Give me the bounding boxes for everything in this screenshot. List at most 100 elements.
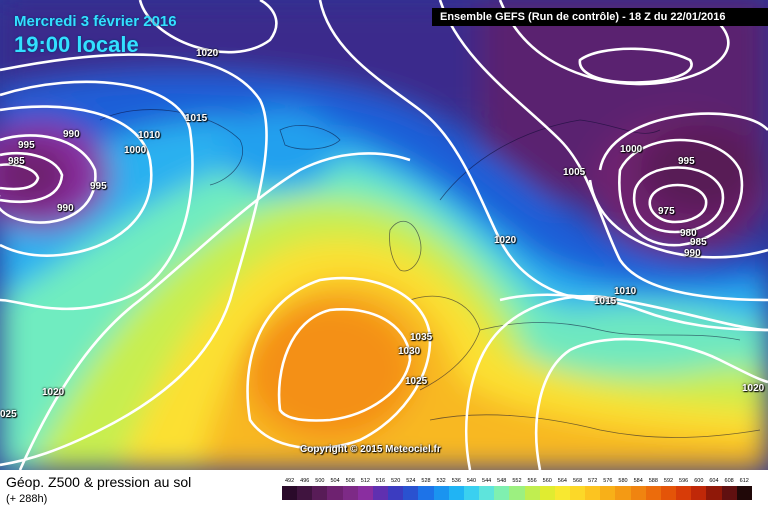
legend-swatch	[736, 486, 752, 500]
copyright-notice: Copyright © 2015 Meteociel.fr	[300, 444, 441, 455]
run-info: Ensemble GEFS (Run de contrôle) - 18 Z d…	[432, 8, 768, 26]
legend-value: 500	[315, 478, 325, 484]
legend-value: 576	[603, 478, 613, 484]
isobar-label: 980	[680, 228, 697, 239]
legend-swatch	[539, 486, 555, 500]
legend-value: 536	[451, 478, 461, 484]
isobar-label: 1020	[494, 235, 517, 246]
legend-value: 544	[482, 478, 492, 484]
isobar-label: 1015	[185, 113, 208, 124]
legend-value: 492	[284, 478, 295, 484]
legend-swatch	[585, 486, 601, 500]
legend-value: 548	[497, 478, 507, 484]
map-footer: Géop. Z500 & pression au sol (+ 288h) 49…	[0, 470, 768, 512]
legend-swatch	[600, 486, 616, 500]
legend-swatch	[418, 486, 434, 500]
legend-labels: 492 496 500 504 508 512 516 520 524 528 532 536 540 5…	[282, 478, 752, 485]
legend-value: 540	[466, 478, 477, 484]
legend-value: 512	[360, 478, 370, 484]
legend-value: 600	[694, 478, 704, 484]
legend-value: 508	[345, 478, 355, 484]
legend-value: 496	[300, 478, 310, 484]
isobar-label: 1000	[124, 145, 147, 156]
isobar-label: 1000	[620, 144, 643, 155]
legend-swatch	[463, 486, 480, 500]
legend-value: 588	[648, 478, 658, 484]
isobar-label: 1025	[405, 376, 428, 387]
legend-swatch	[433, 486, 449, 500]
isobar-label: 995	[18, 140, 35, 151]
legend-swatch	[357, 486, 373, 500]
legend-value: 584	[633, 478, 643, 484]
legend-swatch	[388, 486, 404, 500]
legend-swatch	[448, 486, 464, 500]
isobar-label: 995	[90, 181, 107, 192]
weather-map: Mercredi 3 février 2016 19:00 locale Ens…	[0, 0, 768, 470]
map-title: Géop. Z500 & pression au sol	[6, 474, 192, 490]
legend-value: 556	[527, 478, 537, 484]
geopotential-field	[0, 0, 768, 470]
legend-value: 592	[663, 478, 674, 484]
isobar-label: 1020	[196, 48, 219, 59]
legend-swatch	[615, 486, 631, 500]
legend-value: 560	[542, 478, 552, 484]
isobar-label: 1020	[742, 383, 765, 394]
legend-value: 504	[330, 478, 340, 484]
isobar-label: 025	[0, 409, 17, 420]
isobar-label: 1020	[42, 387, 65, 398]
isobar-label: 1010	[138, 130, 161, 141]
legend-value: 580	[618, 478, 628, 484]
legend-swatch	[676, 486, 692, 500]
legend-swatch	[645, 486, 661, 500]
isobar-label: 1030	[398, 346, 421, 357]
legend-value: 604	[709, 478, 719, 484]
legend-swatch	[721, 486, 737, 500]
legend-swatch	[524, 486, 540, 500]
legend-swatch	[630, 486, 646, 500]
forecast-lead-time: (+ 288h)	[6, 493, 48, 505]
legend-swatch	[372, 486, 389, 500]
legend-swatch	[479, 486, 495, 500]
legend-value: 516	[375, 478, 386, 484]
legend-value: 608	[724, 478, 734, 484]
legend-swatch	[554, 486, 570, 500]
legend-swatch	[342, 486, 358, 500]
legend-swatch	[706, 486, 722, 500]
forecast-time: 19:00 locale	[14, 32, 139, 57]
isobar-label: 985	[8, 156, 25, 167]
legend-value: 520	[391, 478, 401, 484]
legend-swatch	[660, 486, 677, 500]
legend-value: 524	[406, 478, 416, 484]
legend-swatch	[327, 486, 343, 500]
legend-value: 532	[436, 478, 446, 484]
isobar-label: 1005	[563, 167, 586, 178]
legend-swatch	[312, 486, 328, 500]
legend-value: 612	[739, 478, 749, 484]
legend-swatch	[282, 486, 298, 500]
isobar-label: 985	[690, 237, 707, 248]
legend-swatch	[403, 486, 419, 500]
isobars	[0, 0, 768, 470]
legend-value: 552	[512, 478, 522, 484]
legend-value: 528	[421, 478, 431, 484]
color-legend: 492 496 500 504 508 512 516 520 524 528 532 536 540 5…	[282, 478, 752, 500]
isobar-label: 975	[658, 206, 675, 217]
isobar-label: 1035	[410, 332, 433, 343]
legend-swatch	[509, 486, 525, 500]
isobar-label: 990	[684, 248, 701, 259]
isobar-label: 1015	[594, 296, 617, 307]
legend-value: 568	[572, 478, 583, 484]
legend-value: 564	[557, 478, 567, 484]
legend-color-bar	[282, 486, 752, 500]
legend-swatch	[494, 486, 510, 500]
forecast-date: Mercredi 3 février 2016	[14, 13, 177, 30]
legend-value: 596	[679, 478, 689, 484]
legend-swatch	[297, 486, 313, 500]
legend-swatch	[569, 486, 586, 500]
isobar-label: 990	[57, 203, 74, 214]
isobar-label: 990	[63, 129, 80, 140]
legend-swatch	[691, 486, 707, 500]
isobar-label: 995	[678, 156, 695, 167]
legend-value: 572	[588, 478, 598, 484]
isobar-label: 1010	[614, 286, 637, 297]
